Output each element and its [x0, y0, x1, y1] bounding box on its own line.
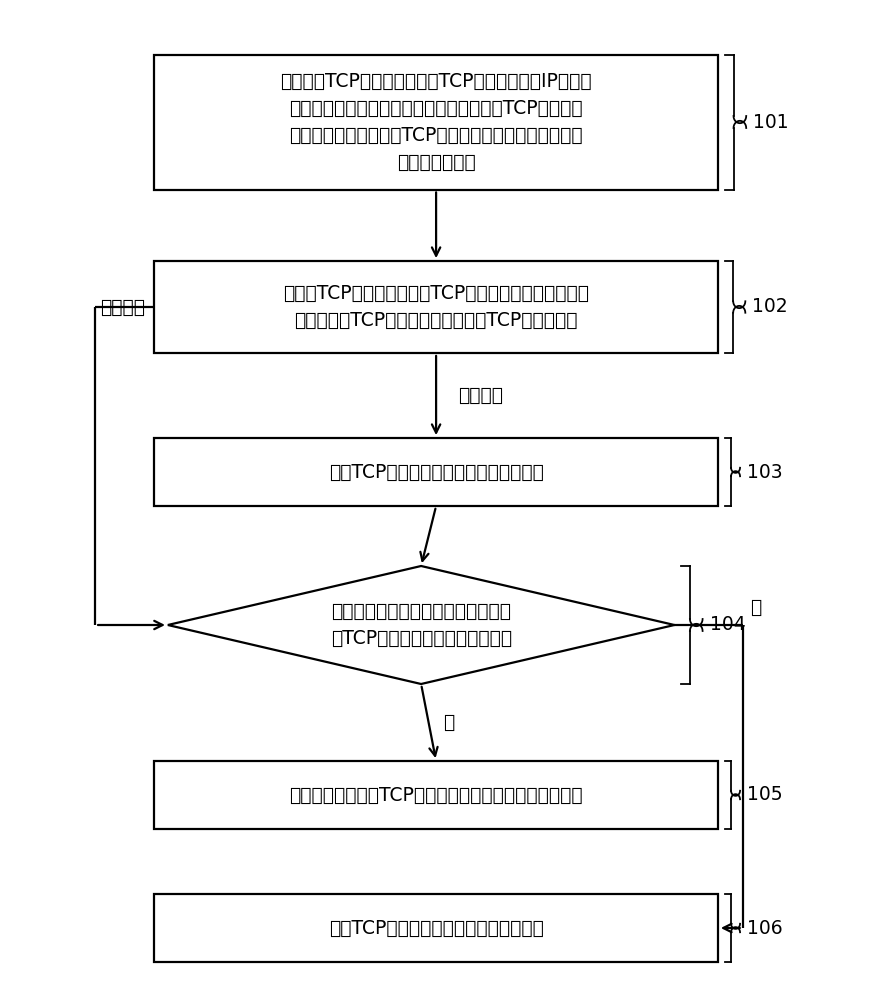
Text: 根据该TCP报文的方向、该TCP报文的序号以及该方向按
序接收到的TCP报文的序号，确定该TCP报文的类别: 根据该TCP报文的方向、该TCP报文的序号以及该方向按 序接收到的TCP报文的序…: [283, 284, 589, 330]
Bar: [154, 894, 718, 962]
Text: 顺序报文: 顺序报文: [100, 298, 145, 316]
Text: 将该TCP报文加入该方向的顺序报文链表: 将该TCP报文加入该方向的顺序报文链表: [329, 918, 544, 938]
Bar: [154, 261, 718, 353]
Text: 104: 104: [710, 615, 745, 635]
Text: 否: 否: [750, 598, 761, 617]
Text: 乱序报文: 乱序报文: [458, 386, 503, 405]
Text: 是: 是: [443, 713, 455, 732]
Text: 当接收到TCP报文时，根据该TCP报文中包括的IP地址和
端口查询对应的会话表项；该会话表项包括TCP请求和应
答两个方向按序接收到TCP报文的序号、顺序报文链: 当接收到TCP报文时，根据该TCP报文中包括的IP地址和 端口查询对应的会话表项…: [280, 72, 592, 172]
Bar: [154, 54, 718, 190]
Bar: [154, 438, 718, 506]
Text: 将该TCP报文加入该方向的乱序报文链表: 将该TCP报文加入该方向的乱序报文链表: [329, 462, 544, 482]
Polygon shape: [167, 566, 675, 684]
Text: 106: 106: [747, 918, 782, 938]
Bar: [154, 761, 718, 829]
Text: 该方向的乱序报文链表中是否存在与
该TCP报文的序号匹配的链表节点: 该方向的乱序报文链表中是否存在与 该TCP报文的序号匹配的链表节点: [330, 602, 512, 648]
Text: 105: 105: [747, 786, 782, 804]
Text: 101: 101: [753, 112, 788, 131]
Text: 将该链表节点和该TCP报文加入到该方向的顺序报文链表: 将该链表节点和该TCP报文加入到该方向的顺序报文链表: [289, 786, 583, 804]
Text: 103: 103: [747, 462, 782, 482]
Text: 102: 102: [752, 298, 788, 316]
